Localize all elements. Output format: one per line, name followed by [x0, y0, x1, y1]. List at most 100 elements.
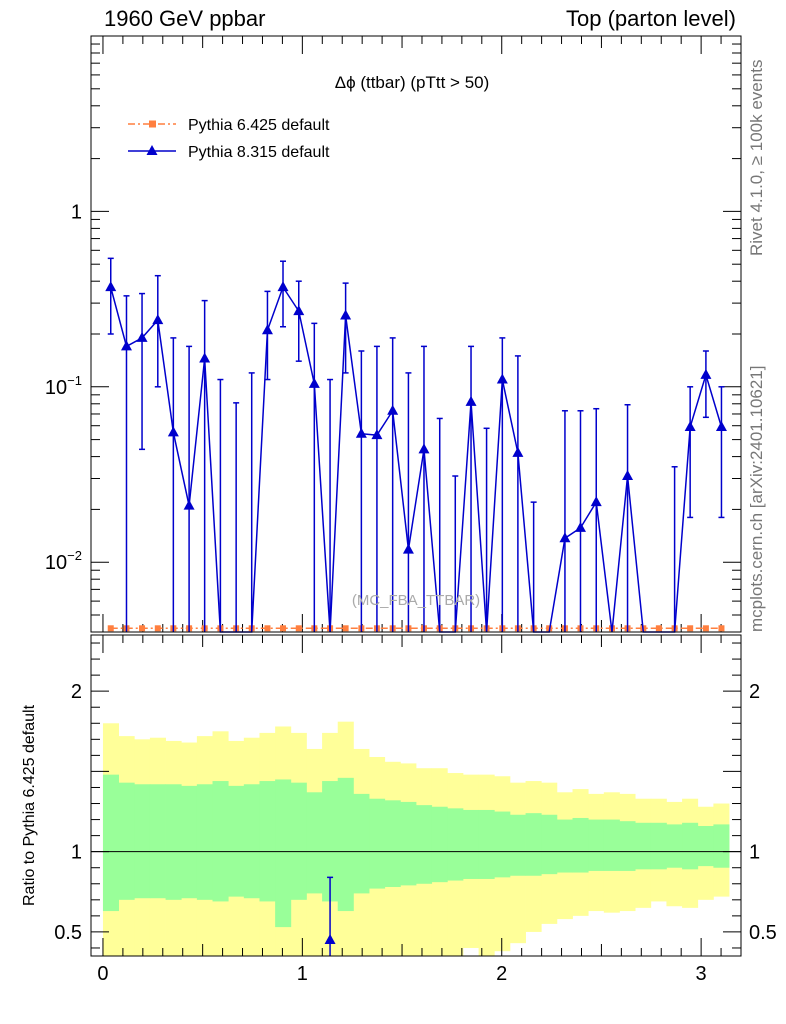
series-pythia6-point: [655, 625, 662, 632]
band-1-sigma-bin: [212, 781, 229, 902]
series-pythia6-point: [154, 625, 161, 632]
header-left-label: 1960 GeV ppbar: [104, 6, 266, 31]
series-pythia8-point: [199, 352, 211, 363]
band-1-sigma-bin: [682, 822, 699, 870]
series-pythia6-point: [295, 625, 302, 632]
band-1-sigma-bin: [462, 809, 480, 879]
series-pythia8-point: [152, 314, 164, 325]
band-1-sigma-bin: [369, 798, 386, 889]
series-pythia8-point: [559, 532, 571, 543]
series-pythia8-point: [402, 543, 414, 554]
series-pythia8-point: [715, 420, 727, 431]
watermark: (MC_FBA_TTBAR): [352, 592, 480, 609]
band-1-sigma-bin: [337, 777, 354, 912]
band-1-sigma-bin: [290, 782, 307, 900]
legend-pythia8-marker: [146, 145, 158, 155]
series-pythia8-point: [387, 404, 399, 415]
series-pythia8-point: [120, 340, 132, 351]
series-pythia8-point: [355, 427, 367, 438]
band-1-sigma-bin: [650, 822, 667, 870]
series-pythia6-point: [280, 625, 287, 632]
legend-pythia8-label: Pythia 8.315 default: [188, 144, 330, 161]
ratio-y-tick-label-left: 2: [71, 681, 82, 703]
band-1-sigma-bin: [275, 779, 292, 928]
legend-pythia6-label: Pythia 6.425 default: [188, 117, 330, 134]
legend-pythia6: Pythia 6.425 default: [128, 117, 330, 134]
x-tick-label: 3: [696, 963, 707, 985]
series-pythia8-point: [340, 309, 352, 320]
band-1-sigma-bin: [243, 784, 260, 899]
series-pythia8-point: [496, 373, 508, 384]
ratio-y-tick-label-right: 0.5: [749, 922, 777, 944]
x-tick-label: 1: [297, 963, 308, 985]
series-pythia6-point: [687, 625, 694, 632]
band-1-sigma-bin: [635, 822, 652, 870]
ratio-y-tick-label-right: 1: [749, 842, 760, 864]
series-pythia8-point: [700, 368, 712, 379]
series-pythia8-point: [418, 443, 430, 454]
series-pythia8-point: [574, 521, 586, 532]
x-tick-label: 0: [97, 963, 108, 985]
band-1-sigma-bin: [556, 819, 573, 873]
band-1-sigma-bin: [541, 814, 558, 875]
band-1-sigma-bin: [666, 824, 683, 868]
series-pythia8-point: [465, 395, 477, 406]
band-1-sigma-bin: [509, 814, 526, 876]
band-1-sigma-bin: [149, 784, 166, 899]
ratio-y-tick-label-right: 2: [749, 681, 760, 703]
y-tick-label: 10−2: [45, 548, 82, 574]
band-1-sigma-bin: [416, 805, 433, 884]
series-pythia8-point: [308, 377, 320, 388]
series-pythia8-point: [277, 281, 289, 292]
series-pythia8-point: [136, 331, 148, 342]
ratio-plot-frame: [90, 634, 742, 957]
band-1-sigma-bin: [306, 792, 323, 894]
band-1-sigma-bin: [102, 774, 120, 912]
x-tick-label: 2: [496, 963, 507, 985]
band-1-sigma-bin: [259, 781, 276, 902]
series-pythia6-point: [139, 625, 146, 632]
y-tick-label: 1: [71, 201, 82, 223]
band-1-sigma-bin: [165, 784, 182, 900]
band-1-sigma-bin: [400, 801, 417, 886]
band-1-sigma-bin: [134, 784, 151, 899]
band-1-sigma-bin: [713, 824, 730, 868]
band-1-sigma-bin: [447, 808, 464, 881]
band-1-sigma-bin: [603, 819, 620, 871]
band-1-sigma-bin: [478, 809, 495, 879]
series-pythia8-line: [110, 285, 723, 633]
ratio-pythia8-point: [324, 933, 336, 944]
band-1-sigma-bin: [572, 817, 589, 873]
series-pythia6-point: [342, 625, 349, 632]
series-pythia8-point: [167, 426, 179, 437]
band-1-sigma-bin: [322, 781, 339, 902]
series-pythia8-point: [371, 429, 383, 440]
series-pythia8-point: [622, 470, 634, 481]
series-pythia8-point: [183, 499, 195, 510]
band-1-sigma-bin: [228, 785, 245, 897]
band-1-sigma-bin: [431, 806, 448, 883]
ratio-y-tick-label-left: 0.5: [54, 922, 82, 944]
band-1-sigma-bin: [494, 811, 511, 878]
chart-title: Δϕ (ttbar) (pTtt > 50): [335, 73, 490, 92]
band-1-sigma-bin: [525, 813, 542, 876]
legend-pythia6-marker: [149, 120, 156, 128]
header-right-label: Top (parton level): [566, 6, 736, 31]
band-1-sigma-bin: [384, 800, 401, 887]
ratio-y-tick-label-left: 1: [71, 842, 82, 864]
y-tick-label: 10−1: [45, 373, 82, 399]
series-pythia8-point: [105, 281, 117, 292]
band-1-sigma-bin: [196, 784, 213, 900]
band-1-sigma-bin: [588, 819, 605, 871]
band-1-sigma-bin: [181, 785, 198, 899]
band-1-sigma-bin: [619, 821, 636, 871]
band-1-sigma-bin: [697, 825, 714, 867]
series-pythia8-point: [261, 324, 273, 335]
series-pythia6-point: [718, 625, 725, 632]
series-pythia6-point: [702, 625, 709, 632]
band-1-sigma-bin: [118, 782, 135, 900]
series-pythia6-point: [107, 625, 114, 632]
series-pythia8-point: [684, 420, 696, 431]
series-pythia8-point: [590, 496, 602, 507]
